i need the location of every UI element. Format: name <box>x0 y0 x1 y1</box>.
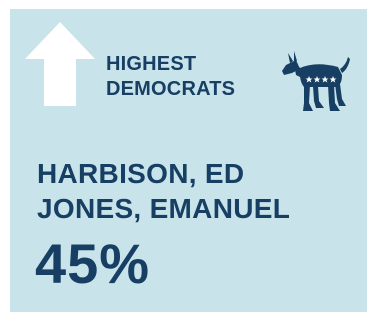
stat-card: HIGHEST DEMOCRATS <box>10 9 367 312</box>
up-arrow-icon <box>25 22 95 106</box>
candidate-name-1: HARBISON, ED <box>37 158 245 189</box>
candidate-names: HARBISON, ED JONES, EMANUEL <box>37 156 290 226</box>
percent-value: 45% <box>35 232 151 295</box>
card-heading: HIGHEST DEMOCRATS <box>106 52 235 102</box>
heading-line-1: HIGHEST <box>106 53 197 75</box>
candidate-name-2: JONES, EMANUEL <box>37 193 291 224</box>
heading-line-2: DEMOCRATS <box>106 78 236 100</box>
democrat-donkey-icon <box>282 51 350 111</box>
